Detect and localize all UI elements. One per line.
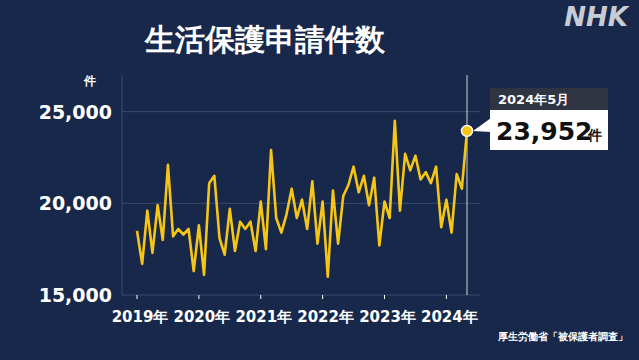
chart: 生活保護申請件数 NHK 件 15,000 20,000 25,000 2019年 2020年…	[0, 0, 639, 360]
logo: NHK	[564, 2, 630, 32]
grid-line	[122, 295, 480, 296]
background	[0, 0, 639, 360]
x-tick	[384, 295, 385, 299]
annotation-value: 23,952	[496, 117, 592, 146]
highlight-line	[467, 75, 468, 295]
annotation-title: 2024年5月	[498, 92, 569, 107]
x-tick-label: 2024年	[421, 308, 478, 326]
annotation-header	[490, 88, 608, 110]
x-tick-label: 2023年	[359, 308, 416, 326]
plot-area	[137, 121, 473, 277]
highlight-point	[462, 125, 473, 136]
x-tick	[322, 295, 323, 299]
chart-root: 生活保護申請件数 NHK 件 15,000 20,000 25,000 2019年 2020年…	[0, 0, 639, 360]
x-tick-label: 2020年	[174, 308, 231, 326]
y-tick-label: 20,000	[39, 192, 112, 214]
line-series	[137, 121, 467, 277]
x-tick	[260, 295, 261, 299]
title: 生活保護申請件数	[144, 22, 386, 57]
y-tick-label: 15,000	[39, 284, 112, 306]
callout-pointer	[473, 118, 491, 132]
grid-line	[122, 111, 480, 112]
y-axis-line	[122, 75, 123, 295]
x-tick	[446, 295, 447, 299]
annotation-unit: 件	[587, 127, 602, 143]
source: 厚生労働省「被保護者調査」	[497, 331, 628, 342]
x-tick	[198, 295, 199, 299]
annotation-box	[490, 110, 608, 150]
y-tick-label: 25,000	[39, 101, 112, 123]
y-unit: 件	[83, 74, 96, 88]
x-tick-label: 2019年	[112, 308, 169, 326]
x-tick	[137, 295, 138, 299]
x-tick-label: 2022年	[297, 308, 354, 326]
x-tick-label: 2021年	[235, 308, 292, 326]
